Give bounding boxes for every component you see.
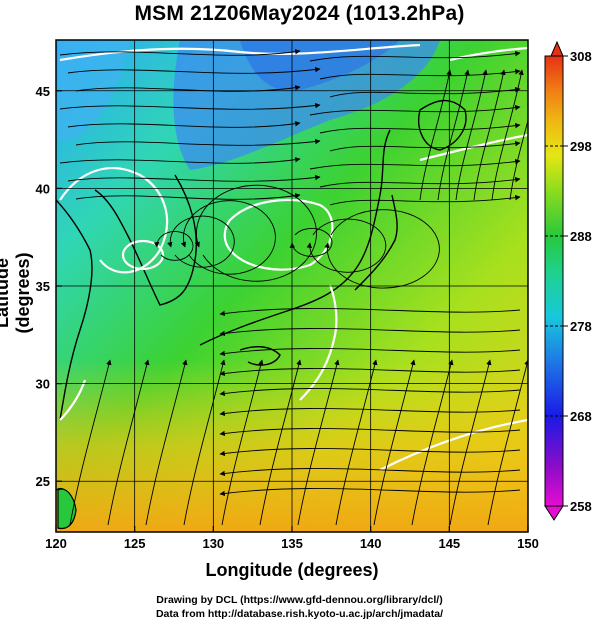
streamline xyxy=(259,359,302,526)
y-tick-label: 35 xyxy=(36,279,50,294)
streamline xyxy=(324,209,440,289)
streamline xyxy=(289,227,333,257)
streamline xyxy=(67,66,321,74)
streamline xyxy=(183,359,226,526)
streamline xyxy=(437,69,470,201)
x-tick-label: 135 xyxy=(281,536,303,551)
isobar-contours xyxy=(59,43,528,471)
streamline xyxy=(319,68,521,80)
colorbar: 258 268 278 288 298 308 xyxy=(544,40,592,521)
streamline xyxy=(107,359,150,526)
streamline xyxy=(221,359,264,526)
streamline xyxy=(67,121,301,128)
streamline xyxy=(373,359,416,526)
streamline xyxy=(145,359,188,526)
streamline xyxy=(411,359,454,526)
streamline xyxy=(75,85,301,92)
streamline xyxy=(329,194,521,206)
streamline xyxy=(75,138,321,146)
x-tick-label: 130 xyxy=(202,536,224,551)
colorbar-lower-arrow xyxy=(544,505,564,521)
streamline xyxy=(59,49,301,56)
streamline xyxy=(180,200,276,275)
streamline xyxy=(219,428,521,437)
streamline xyxy=(219,488,521,497)
streamline xyxy=(219,348,521,357)
streamline xyxy=(309,50,521,62)
streamline xyxy=(309,158,521,170)
streamline xyxy=(419,69,452,201)
streamline xyxy=(219,408,521,417)
colorbar-tick-label: 288 xyxy=(570,229,592,244)
colorbar-scale xyxy=(544,55,564,507)
x-tick-label: 120 xyxy=(45,536,67,551)
x-tick-label: 125 xyxy=(124,536,146,551)
streamline xyxy=(153,231,194,261)
x-axis-ticks: 120 125 130 135 140 145 150 xyxy=(45,526,539,551)
streamline xyxy=(306,218,387,273)
y-tick-label: 30 xyxy=(36,377,50,392)
streamline xyxy=(449,359,492,526)
x-tick-label: 145 xyxy=(438,536,460,551)
streamline xyxy=(219,388,521,397)
x-axis-label: Longitude (degrees) xyxy=(205,560,379,580)
y-axis-ticks: 25 30 35 40 45 xyxy=(36,84,62,489)
streamline xyxy=(473,69,506,201)
streamline xyxy=(455,69,488,201)
colorbar-tick-label: 298 xyxy=(570,139,592,154)
y-tick-label: 45 xyxy=(36,84,50,99)
streamline xyxy=(219,328,521,337)
streamline xyxy=(319,176,521,188)
streamline xyxy=(487,359,528,526)
x-tick-label: 150 xyxy=(517,536,539,551)
streamline xyxy=(219,468,521,477)
streamline xyxy=(67,174,321,182)
x-tick-label: 140 xyxy=(360,536,382,551)
y-tick-label: 25 xyxy=(36,474,50,489)
streamline xyxy=(329,86,521,98)
colorbar-tick-label: 308 xyxy=(570,49,592,64)
streamline xyxy=(194,184,317,282)
streamline xyxy=(309,104,521,116)
colorbar-tick-label: 268 xyxy=(570,409,592,424)
streamline xyxy=(167,215,235,268)
colorbar-upper-arrow xyxy=(550,40,564,57)
streamline xyxy=(59,157,301,164)
streamline xyxy=(319,122,521,134)
streamline xyxy=(509,118,528,201)
credit-drawing: Drawing by DCL (https://www.gfd-dennou.o… xyxy=(156,594,443,606)
y-tick-label: 40 xyxy=(36,181,50,196)
streamline xyxy=(297,359,340,526)
wind-streamlines xyxy=(59,49,528,526)
streamline xyxy=(219,308,521,317)
streamline xyxy=(329,140,521,152)
credit-data-source: Data from http://database.rish.kyoto-u.a… xyxy=(155,608,444,620)
streamline xyxy=(59,102,321,110)
chart-title: MSM 21Z06May2024 (1013.2hPa) xyxy=(134,2,465,25)
streamline xyxy=(219,368,521,377)
streamline xyxy=(219,448,521,457)
colorbar-tick-label: 278 xyxy=(570,319,592,334)
streamline xyxy=(69,359,112,526)
streamline xyxy=(491,69,524,201)
streamline xyxy=(75,193,301,200)
colorbar-tick-label: 258 xyxy=(570,499,592,514)
